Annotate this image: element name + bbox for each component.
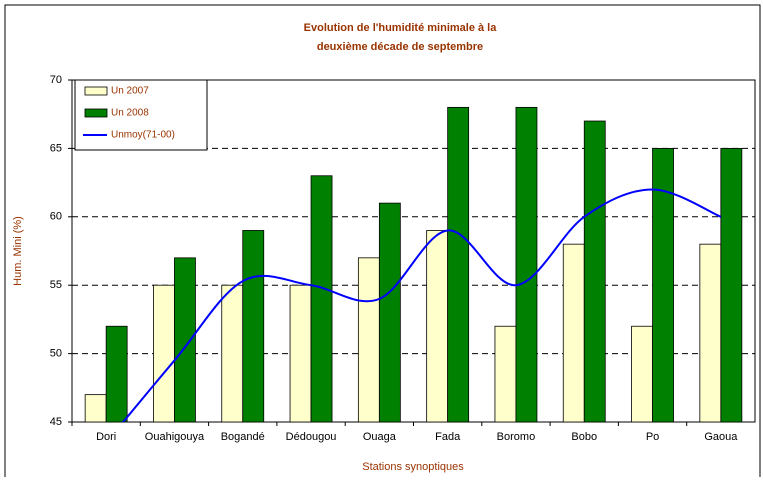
bar (494, 325, 517, 423)
legend-label: Un 2007 (111, 86, 149, 97)
x-tick-label: Ouahigouya (145, 431, 205, 443)
x-tick-label: Boromo (497, 431, 536, 443)
bar (699, 243, 722, 423)
chart-subtitle: deuxième décade de septembre (317, 41, 483, 53)
x-tick-label: Dori (96, 431, 116, 443)
bar (652, 147, 674, 423)
y-tick-label: 70 (50, 74, 62, 86)
x-tick-label: Fada (435, 431, 461, 443)
bar (447, 106, 470, 423)
bar (153, 284, 175, 423)
bar (174, 257, 196, 423)
x-tick-label: Gaoua (704, 431, 738, 443)
bar (84, 394, 107, 423)
y-tick-label: 50 (50, 348, 62, 360)
bar (242, 230, 265, 423)
chart-title: Evolution de l'humidité minimale à la (304, 22, 498, 34)
bar (631, 325, 653, 423)
chart-border (4, 4, 761, 482)
bar (720, 147, 743, 423)
bar (221, 284, 244, 423)
x-tick-label: Bogandé (221, 431, 265, 443)
legend-label: Unmoy(71-00) (111, 130, 175, 141)
bar (310, 175, 333, 423)
legend-swatch (84, 108, 108, 118)
bar (378, 202, 401, 423)
x-tick-label: Bobo (571, 431, 597, 443)
x-tick-label: Dédougou (286, 431, 337, 443)
y-tick-label: 55 (50, 279, 62, 291)
bar (289, 284, 312, 423)
x-tick-label: Po (646, 431, 659, 443)
bar (426, 230, 449, 423)
y-tick-label: 65 (50, 142, 62, 154)
y-axis-label: Hum. Mini (%) (12, 216, 24, 286)
y-tick-label: 45 (50, 416, 62, 428)
y-tick-label: 60 (50, 211, 62, 223)
x-axis-label: Stations synoptiques (362, 461, 464, 473)
bar (515, 106, 538, 423)
legend-swatch (84, 86, 108, 96)
bar (357, 257, 380, 423)
bar (105, 325, 128, 423)
line (121, 188, 722, 422)
bar (562, 243, 585, 423)
x-tick-label: Ouaga (363, 431, 397, 443)
legend-label: Un 2008 (111, 108, 149, 119)
bar (583, 120, 606, 423)
